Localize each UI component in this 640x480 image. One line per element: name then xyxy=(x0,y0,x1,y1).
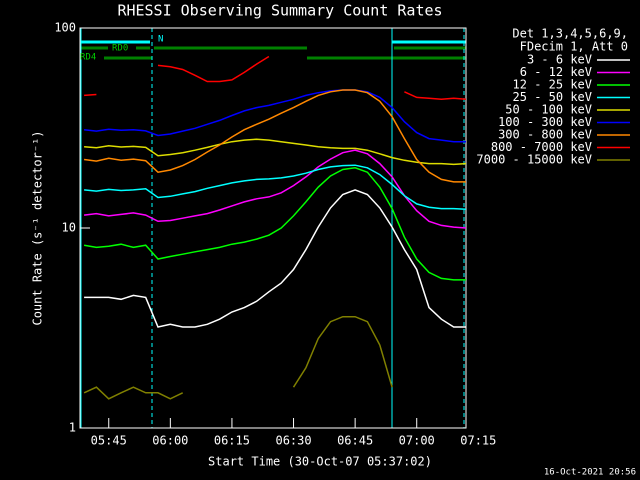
series-line xyxy=(84,149,467,229)
y-axis-label: Count Rate (s⁻¹ detector⁻¹) xyxy=(31,130,45,325)
x-tick-label: 06:15 xyxy=(214,434,250,448)
x-tick-label: 06:30 xyxy=(275,434,311,448)
legend-label: 300 - 800 keV xyxy=(498,128,592,142)
series-line xyxy=(84,164,467,211)
x-tick-label: 06:45 xyxy=(337,434,373,448)
x-tick-label: 07:15 xyxy=(460,434,496,448)
legend-label: 50 - 100 keV xyxy=(505,103,592,117)
series-line xyxy=(84,89,466,183)
legend-label: 12 - 25 keV xyxy=(513,78,592,92)
legend-label: 25 - 50 keV xyxy=(513,90,592,104)
series-line xyxy=(84,138,467,166)
flag-label: RD0 xyxy=(112,44,128,54)
x-tick-label: 05:45 xyxy=(91,434,127,448)
series-line xyxy=(84,89,466,143)
plot-frame xyxy=(79,27,467,429)
series-line xyxy=(83,315,393,400)
x-tick-label: 06:00 xyxy=(152,434,188,448)
chart-title: RHESSI Observing Summary Count Rates xyxy=(117,2,442,20)
legend-label: 800 - 7000 keV xyxy=(491,140,592,154)
flag-label: RD4 xyxy=(80,53,96,63)
legend-label: 7000 - 15000 keV xyxy=(476,153,592,167)
legend-label: 100 - 300 keV xyxy=(498,115,592,129)
y-tick-label: 100 xyxy=(54,21,76,35)
series-line xyxy=(84,189,466,328)
legend-header: FDecim 1, Att 0 xyxy=(520,40,628,54)
footer: 16-Oct-2021 20:56 xyxy=(544,468,636,478)
x-tick-label: 07:00 xyxy=(399,434,435,448)
legend-label: 3 - 6 keV xyxy=(527,53,592,67)
series-line xyxy=(84,55,467,101)
series-line xyxy=(83,167,466,281)
y-tick-label: 1 xyxy=(69,421,76,435)
legend-label: 6 - 12 keV xyxy=(520,65,592,79)
flag-label: N xyxy=(158,35,163,45)
legend-header: Det 1,3,4,5,6,9, xyxy=(512,27,628,41)
x-axis-label: Start Time (30-Oct-07 05:37:02) xyxy=(208,455,432,469)
y-tick-label: 10 xyxy=(62,221,76,235)
